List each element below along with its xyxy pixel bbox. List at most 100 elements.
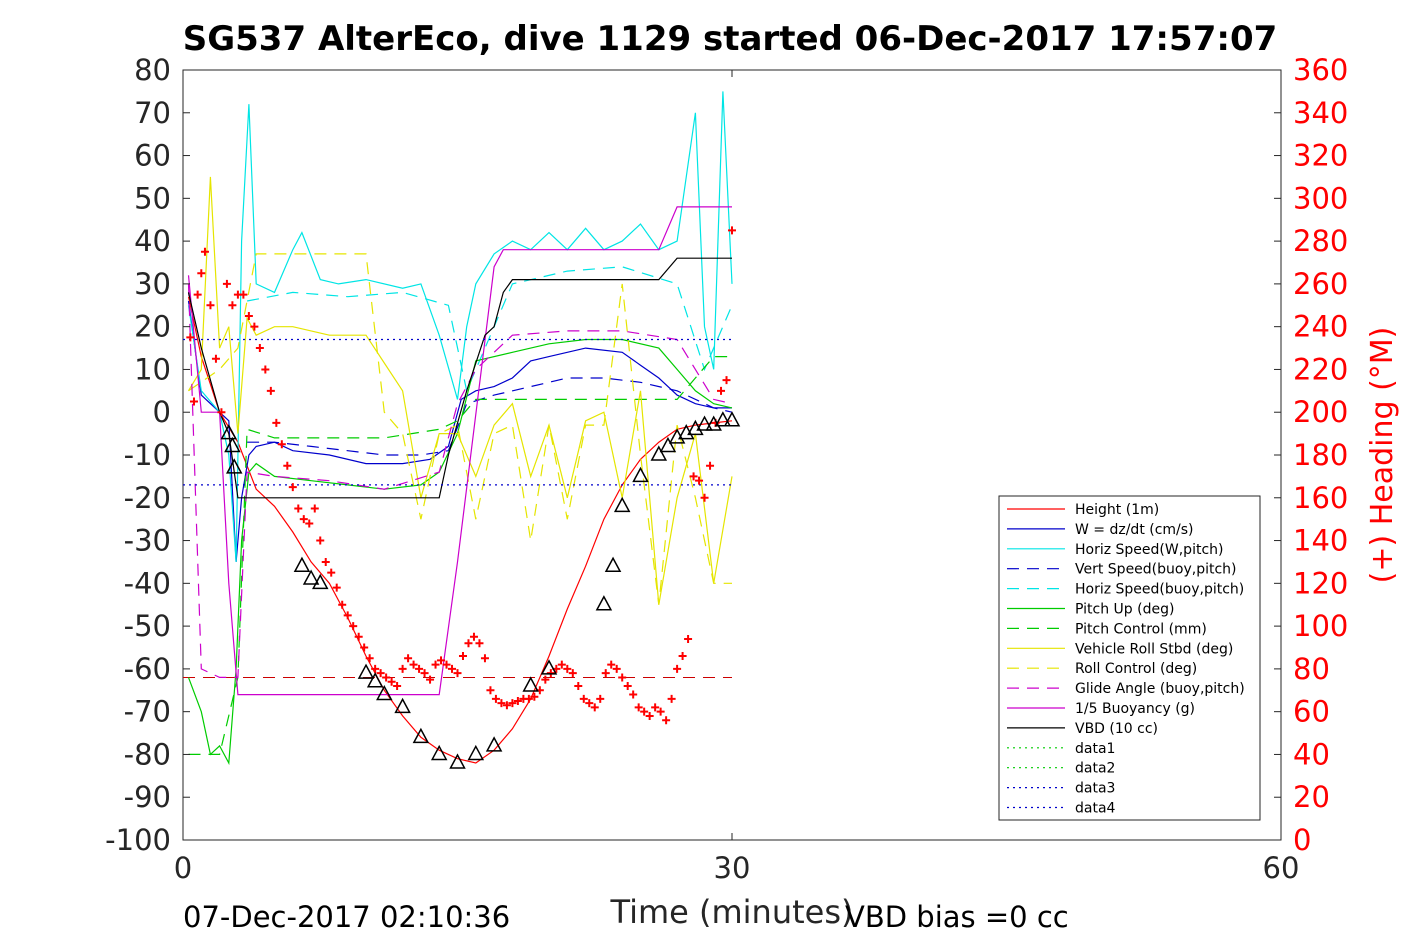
legend-entry: VBD (10 cc) — [1075, 721, 1158, 737]
triangle-marker — [376, 684, 393, 701]
legend-entry: Vehicle Roll Stbd (deg) — [1075, 641, 1233, 657]
legend-entry: Height (1m) — [1075, 502, 1159, 518]
right-tick-label: 20 — [1293, 780, 1330, 814]
triangle-marker — [613, 496, 631, 513]
heading-point — [728, 226, 736, 235]
heading-point — [645, 711, 654, 720]
legend-entry: data3 — [1075, 781, 1115, 797]
heading-point — [197, 269, 206, 278]
heading-point — [678, 652, 687, 661]
triangle-marker — [394, 697, 411, 714]
legend: Height (1m) W = dz/dt (cm/s) Horiz Speed(W… — [998, 495, 1261, 821]
y-tick-label: 10 — [134, 352, 171, 386]
triangle-marker — [696, 415, 713, 431]
heading-point — [371, 664, 380, 673]
series-vehicle-roll-stbd-deg — [187, 176, 733, 605]
heading-point — [524, 694, 533, 703]
legend-entry: Glide Angle (buoy,pitch) — [1075, 681, 1245, 697]
heading-point — [217, 408, 226, 417]
heading-point — [684, 634, 693, 643]
heading-point — [673, 664, 682, 673]
heading-point — [437, 656, 446, 665]
heading-point — [508, 699, 517, 708]
heading-point — [640, 707, 649, 716]
legend-entry: W = dz/dt (cm/s) — [1075, 522, 1194, 538]
y-tick-label: 70 — [134, 96, 171, 130]
heading-point — [288, 483, 297, 492]
triangle-marker — [293, 556, 311, 572]
right-tick-label: 100 — [1293, 609, 1348, 643]
heading-point — [316, 536, 325, 545]
y-tick-label: -60 — [124, 652, 171, 686]
heading-point — [623, 682, 632, 690]
y-tick-label: 80 — [134, 53, 171, 87]
right-tick-label: 0 — [1293, 823, 1311, 857]
triangle-marker — [522, 676, 539, 692]
heading-point — [332, 583, 341, 592]
axes-layer: 80706050403020100-10-20-30-40-50-60-70-8… — [105, 53, 1348, 885]
heading-point — [486, 686, 495, 695]
heading-point — [530, 692, 539, 701]
heading-point — [294, 504, 303, 513]
triangle-marker — [650, 445, 668, 461]
y-tick-label: 60 — [134, 139, 171, 173]
y-tick-label: -40 — [124, 566, 171, 600]
legend-entry: data1 — [1075, 741, 1115, 757]
heading-point — [651, 703, 660, 712]
right-tick-label: 120 — [1293, 566, 1348, 600]
heading-point — [387, 677, 396, 686]
heading-point — [700, 493, 709, 502]
heading-point — [689, 472, 698, 481]
heading-point — [579, 694, 588, 703]
heading-point — [607, 660, 616, 669]
heading-point — [448, 664, 457, 673]
triangle-marker — [540, 659, 558, 675]
series-horiz-speed-w-pitch — [187, 91, 733, 562]
footer-vbd-bias: VBD bias =0 cc — [845, 900, 1069, 934]
heading-point — [601, 669, 610, 678]
right-tick-label: 320 — [1293, 139, 1348, 173]
series-vbd-10-cc — [187, 257, 732, 499]
heading-point — [409, 660, 418, 669]
heading-point — [590, 703, 599, 712]
heading-point — [431, 660, 440, 669]
heading-point — [354, 632, 363, 641]
heading-point — [222, 279, 231, 288]
y-tick-label: -50 — [124, 609, 171, 643]
heading-point — [420, 669, 429, 678]
legend-entry: data2 — [1075, 761, 1115, 777]
heading-point — [513, 696, 522, 705]
legend-entry: Pitch Up (deg) — [1075, 602, 1174, 618]
heading-point — [250, 322, 259, 331]
heading-point — [667, 694, 676, 703]
right-tick-label: 340 — [1293, 96, 1348, 130]
heading-point — [360, 643, 369, 652]
heading-point — [415, 664, 424, 673]
right-tick-label: 360 — [1293, 53, 1348, 87]
heading-point — [618, 673, 627, 682]
heading-point — [266, 386, 275, 395]
triangle-marker — [302, 569, 320, 585]
triangle-marker — [659, 436, 677, 453]
y-tick-label: 20 — [134, 310, 171, 344]
heading-point — [200, 247, 209, 256]
triangle-marker — [485, 736, 503, 752]
heading-point — [596, 694, 605, 703]
heading-point — [261, 365, 270, 374]
heading-point — [206, 301, 215, 310]
triangle-marker — [311, 573, 329, 590]
heading-point — [398, 664, 407, 673]
heading-point — [321, 557, 330, 566]
right-tick-label: 160 — [1293, 481, 1348, 515]
heading-point — [426, 675, 435, 684]
y-tick-label: 40 — [134, 224, 171, 258]
heading-point — [475, 639, 484, 648]
triangle-marker — [224, 436, 241, 453]
series-w-dz-dt-cm-s — [187, 300, 732, 562]
series-horiz-speed-buoy-pitch — [246, 266, 733, 393]
triangle-marker — [366, 672, 384, 688]
heading-point — [634, 703, 643, 712]
heading-point — [239, 290, 248, 299]
heading-point — [629, 690, 638, 699]
